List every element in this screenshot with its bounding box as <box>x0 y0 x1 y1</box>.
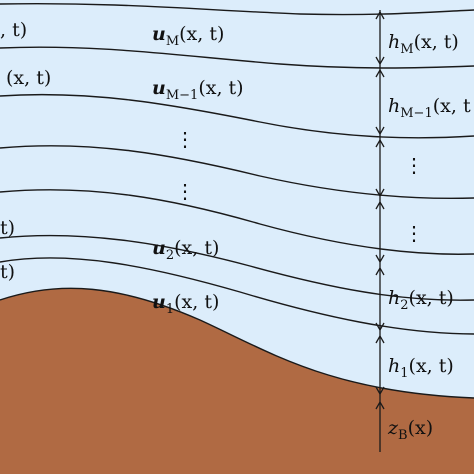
measure-arrowhead-6 <box>375 200 385 210</box>
interface-3 <box>0 234 474 301</box>
interface-surface <box>0 2 474 16</box>
measure-arrowhead-7 <box>375 254 385 264</box>
measure-arrowhead-10 <box>375 334 385 344</box>
velocity-label-uM: uM(x, t) <box>152 23 224 49</box>
layer-interfaces <box>0 2 474 399</box>
measure-arrowhead-1 <box>375 56 385 66</box>
left-fragment-2: (x, t) <box>6 67 51 89</box>
height-label-hM-1: hM−1(x, t <box>388 95 471 121</box>
measure-arrowhead-11 <box>375 386 385 396</box>
measure-arrowhead-12 <box>375 400 385 410</box>
ellipsis-right-upper: ⋮ <box>404 153 424 177</box>
interface-M <box>0 46 474 69</box>
measure-arrowhead-2 <box>375 68 385 78</box>
velocity-label-u2: u2(x, t) <box>152 237 219 263</box>
height-label-h1: h1(x, t) <box>388 355 454 381</box>
velocity-label-u1: u1(x, t) <box>152 291 219 317</box>
bed-region <box>0 288 474 474</box>
measure-arrowhead-4 <box>375 138 385 148</box>
measure-arrowhead-5 <box>375 188 385 198</box>
left-fragment-4: t) <box>0 261 15 283</box>
measure-arrowhead-0 <box>375 10 385 20</box>
interface-2 <box>0 257 474 335</box>
left-fragment-3: t) <box>0 217 15 239</box>
height-label-hM: hM(x, t) <box>388 31 459 57</box>
measure-arrows <box>375 10 385 410</box>
bed-elevation-label: zB(x) <box>387 417 433 443</box>
ellipsis-center-upper: ⋮ <box>175 127 195 151</box>
measure-arrowhead-9 <box>375 322 385 332</box>
interface-upper-mid <box>0 145 474 200</box>
measure-arrowhead-3 <box>375 126 385 136</box>
interface-lower-mid <box>0 189 474 255</box>
ellipsis-center-lower: ⋮ <box>175 179 195 203</box>
interface-bed <box>0 287 474 399</box>
ellipsis-right-lower: ⋮ <box>404 221 424 245</box>
measure-arrowhead-8 <box>375 266 385 276</box>
height-label-h2: h2(x, t) <box>388 287 454 313</box>
velocity-label-uM-1: uM−1(x, t) <box>152 77 244 103</box>
interface-M-1 <box>0 93 474 139</box>
left-fragment-1: , t) <box>0 19 27 41</box>
